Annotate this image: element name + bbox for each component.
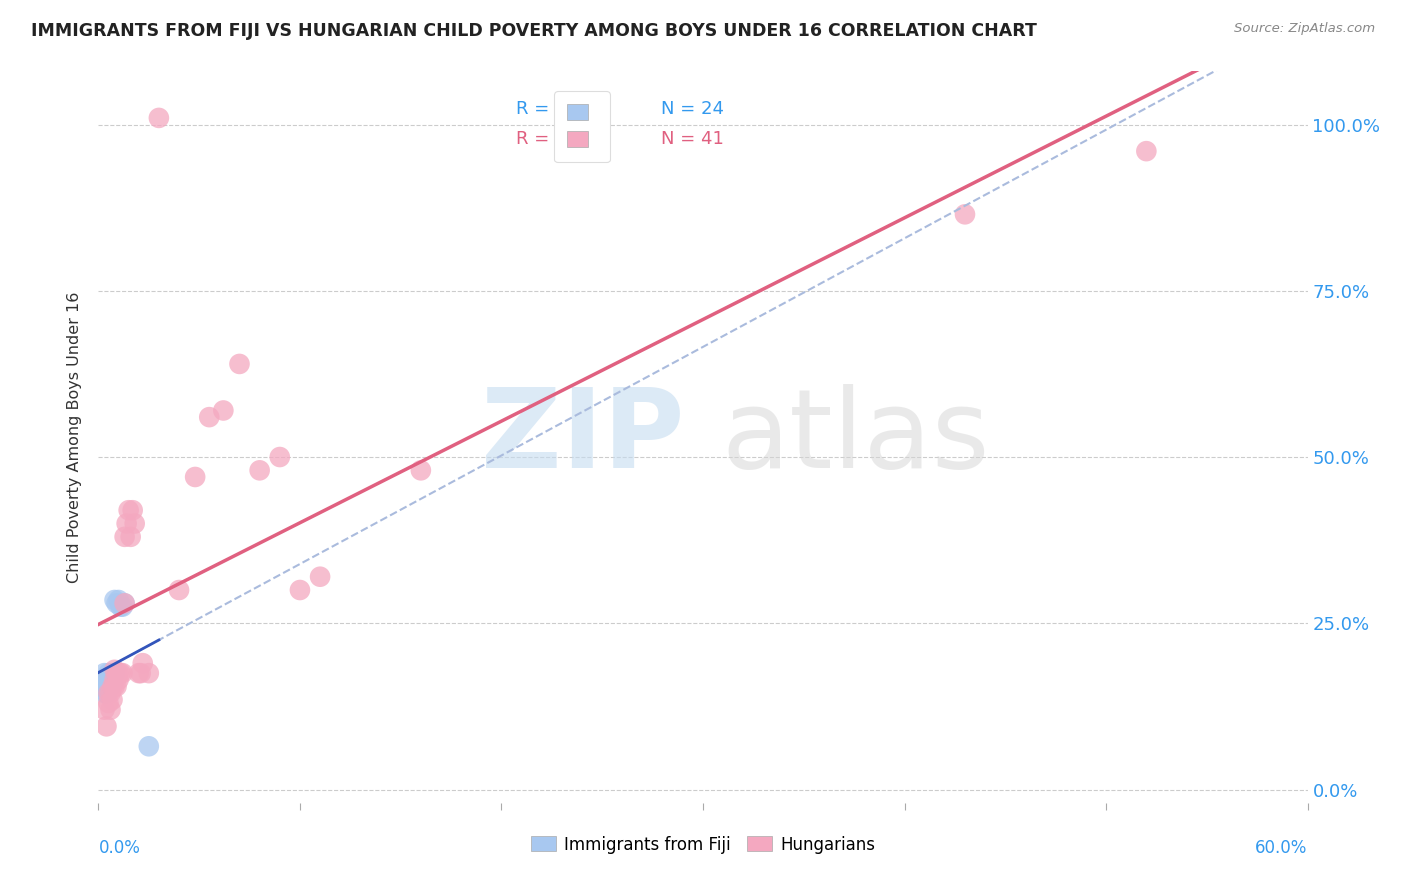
Point	[114, 530, 136, 544]
Point	[138, 666, 160, 681]
Text: ZIP: ZIP	[481, 384, 685, 491]
Point	[118, 503, 141, 517]
Point	[103, 680, 125, 694]
Point	[100, 673, 122, 687]
Point	[269, 450, 291, 464]
Point	[93, 686, 115, 700]
Text: 60.0%: 60.0%	[1256, 839, 1308, 857]
Point	[212, 403, 235, 417]
Text: R = 0.730: R = 0.730	[516, 129, 606, 148]
Point	[105, 666, 128, 681]
Point	[111, 599, 134, 614]
Point	[103, 673, 125, 687]
Point	[167, 582, 190, 597]
Point	[96, 719, 118, 733]
Point	[101, 666, 124, 681]
Point	[138, 739, 160, 754]
Point	[1135, 144, 1157, 158]
Point	[97, 686, 120, 700]
Text: 0.0%: 0.0%	[98, 839, 141, 857]
Point	[110, 666, 132, 681]
Point	[93, 666, 115, 681]
Point	[128, 666, 150, 681]
Point	[107, 673, 129, 687]
Point	[110, 599, 132, 614]
Point	[97, 680, 120, 694]
Point	[953, 207, 976, 221]
Point	[105, 596, 128, 610]
Text: R = 0.387: R = 0.387	[516, 101, 606, 119]
Point	[120, 530, 142, 544]
Point	[111, 666, 134, 681]
Point	[409, 463, 432, 477]
Point	[184, 470, 207, 484]
Point	[105, 680, 128, 694]
Y-axis label: Child Poverty Among Boys Under 16: Child Poverty Among Boys Under 16	[67, 292, 83, 582]
Point	[96, 686, 118, 700]
Point	[100, 680, 122, 694]
Point	[103, 663, 125, 677]
Point	[124, 516, 146, 531]
Text: atlas: atlas	[721, 384, 990, 491]
Point	[107, 593, 129, 607]
Point	[249, 463, 271, 477]
Point	[97, 666, 120, 681]
Point	[103, 666, 125, 681]
Point	[97, 673, 120, 687]
Point	[93, 703, 115, 717]
Point	[96, 680, 118, 694]
Point	[100, 703, 122, 717]
Point	[89, 680, 111, 694]
Point	[121, 503, 143, 517]
Point	[91, 680, 114, 694]
Point	[101, 680, 124, 694]
Point	[129, 666, 152, 681]
Point	[91, 673, 114, 687]
Point	[97, 696, 120, 710]
Point	[198, 410, 221, 425]
Point	[148, 111, 170, 125]
Text: IMMIGRANTS FROM FIJI VS HUNGARIAN CHILD POVERTY AMONG BOYS UNDER 16 CORRELATION : IMMIGRANTS FROM FIJI VS HUNGARIAN CHILD …	[31, 22, 1036, 40]
Point	[101, 692, 124, 706]
Point	[114, 596, 136, 610]
Point	[115, 516, 138, 531]
Point	[100, 686, 122, 700]
Text: Source: ZipAtlas.com: Source: ZipAtlas.com	[1234, 22, 1375, 36]
Text: N = 24: N = 24	[661, 101, 724, 119]
Legend: Immigrants from Fiji, Hungarians: Immigrants from Fiji, Hungarians	[524, 829, 882, 860]
Point	[107, 666, 129, 681]
Point	[114, 596, 136, 610]
Point	[103, 593, 125, 607]
Point	[100, 669, 122, 683]
Point	[288, 582, 311, 597]
Point	[93, 680, 115, 694]
Text: N = 41: N = 41	[661, 129, 724, 148]
Point	[228, 357, 250, 371]
Point	[309, 570, 332, 584]
Point	[132, 656, 155, 670]
Point	[101, 676, 124, 690]
